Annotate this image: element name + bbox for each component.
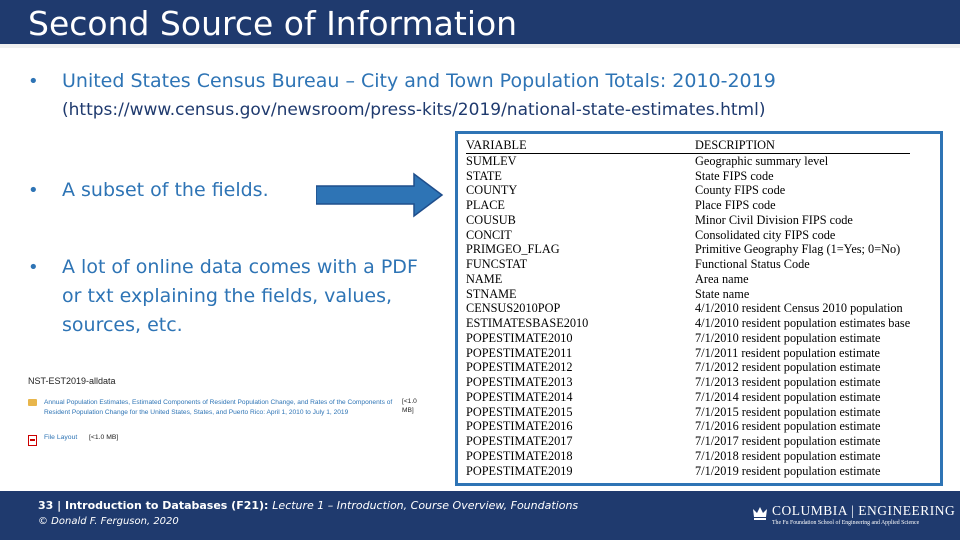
description-cell: State FIPS code xyxy=(695,168,774,183)
variable-cell: POPESTIMATE2015 xyxy=(466,404,573,419)
table-row: POPESTIMATE2018 7/1/2018 resident populat… xyxy=(466,449,910,464)
footer-course: 33 | Introduction to Databases (F21): Le… xyxy=(38,499,578,512)
bullet-pdf-txt: A lot of online data comes with a PDF or… xyxy=(62,256,418,336)
variable-cell: POPESTIMATE2016 xyxy=(466,419,573,434)
table-row: CENSUS2010POP 4/1/2010 resident Census 20… xyxy=(466,301,910,316)
variable-cell: POPESTIMATE2013 xyxy=(466,375,573,389)
table-row: POPESTIMATE2014 7/1/2014 resident populat… xyxy=(466,390,910,405)
variable-cell: POPESTIMATE2014 xyxy=(466,389,573,404)
slide-title: Second Source of Information xyxy=(28,4,518,43)
bullet-marker: • xyxy=(28,71,39,92)
file-layout-size: [<1.0 MB] xyxy=(89,434,119,441)
folder-icon xyxy=(28,399,37,406)
footer-copyright: © Donald F. Ferguson, 2020 xyxy=(38,516,179,527)
variable-cell: ESTIMATESBASE2010 xyxy=(466,316,589,330)
description-cell: 7/1/2019 resident population estimate xyxy=(695,463,881,478)
table-row: POPESTIMATE2013 7/1/2013 resident populat… xyxy=(466,375,910,390)
table-row: POPESTIMATE2016 7/1/2016 resident populat… xyxy=(466,419,910,434)
fields-table-box: VARIABLE DESCRIPTION SUMLEV Geographic su… xyxy=(455,131,943,486)
logo-name: COLUMBIA | ENGINEERING xyxy=(772,503,956,518)
variable-cell: POPESTIMATE2010 xyxy=(466,330,573,345)
variable-cell: PLACE xyxy=(466,198,505,212)
variable-cell: POPESTIMATE2012 xyxy=(466,360,573,375)
variable-cell: FUNCSTAT xyxy=(466,257,528,271)
description-cell: 7/1/2018 resident population estimate xyxy=(695,448,881,463)
table-body: SUMLEV Geographic summary level STATE State… xyxy=(466,153,910,478)
description-cell: 4/1/2010 resident Census 2010 population xyxy=(695,301,903,316)
table-row: COUNTY County FIPS code xyxy=(466,183,910,198)
description-cell: 7/1/2016 resident population estimate xyxy=(695,419,881,434)
title-bar: Second Source of Information xyxy=(0,0,960,48)
variable-cell: POPESTIMATE2018 xyxy=(466,448,573,463)
table-header-description: DESCRIPTION xyxy=(695,138,911,154)
description-cell: 7/1/2014 resident population estimate xyxy=(695,389,881,404)
dataset-listing: NST-EST2019-alldata Annual Population Es… xyxy=(26,376,426,456)
table-row: POPESTIMATE2015 7/1/2015 resident populat… xyxy=(466,405,910,420)
description-cell: 7/1/2013 resident population estimate xyxy=(695,375,881,389)
logo-subtitle: The Fu Foundation School of Engineering … xyxy=(772,520,920,526)
bullet-marker: • xyxy=(28,257,39,278)
description-cell: 7/1/2015 resident population estimate xyxy=(695,404,881,419)
table-row: CONCIT Consolidated city FIPS code xyxy=(466,228,910,243)
footer-lecture: Lecture 1 – Introduction, Course Overvie… xyxy=(272,499,579,512)
variable-cell: STNAME xyxy=(466,286,517,301)
description-cell: Consolidated city FIPS code xyxy=(695,227,836,242)
title-underline xyxy=(0,44,960,48)
description-cell: Area name xyxy=(695,271,749,286)
table-row: FUNCSTAT Functional Status Code xyxy=(466,257,910,272)
bullet-subset: A subset of the fields. xyxy=(62,179,269,201)
table-row: SUMLEV Geographic summary level xyxy=(466,153,910,168)
table-header-variable: VARIABLE xyxy=(466,138,695,154)
table-row: POPESTIMATE2010 7/1/2010 resident populat… xyxy=(466,331,910,346)
dataset-title: NST-EST2019-alldata xyxy=(28,376,116,386)
description-cell: County FIPS code xyxy=(695,183,786,198)
variable-cell: NAME xyxy=(466,271,503,286)
variable-cell: STATE xyxy=(466,168,502,183)
table-row: COUSUB Minor Civil Division FIPS code xyxy=(466,213,910,228)
columbia-engineering-logo: COLUMBIA | ENGINEERING The Fu Foundation… xyxy=(752,503,956,533)
description-cell: 7/1/2011 resident population estimate xyxy=(695,345,880,360)
variable-cell: COUSUB xyxy=(466,212,516,227)
table-row: NAME Area name xyxy=(466,272,910,287)
table-row: PRIMGEO_FLAG Primitive Geography Flag (1=… xyxy=(466,242,910,257)
table-row: ESTIMATESBASE2010 4/1/2010 resident popul… xyxy=(466,316,910,331)
variable-cell: POPESTIMATE2011 xyxy=(466,345,573,360)
footer-course-prefix: 33 | Introduction to Databases (F21): xyxy=(38,499,273,512)
fields-table: VARIABLE DESCRIPTION SUMLEV Geographic su… xyxy=(466,138,911,478)
crown-icon xyxy=(753,507,767,520)
description-cell: 7/1/2017 resident population estimate xyxy=(695,434,881,448)
table-row: POPESTIMATE2012 7/1/2012 resident populat… xyxy=(466,360,910,375)
right-arrow xyxy=(316,172,444,218)
dataset-file-link[interactable]: Annual Population Estimates, Estimated C… xyxy=(44,399,393,416)
variable-cell: POPESTIMATE2017 xyxy=(466,434,573,448)
file-layout-link[interactable]: File Layout xyxy=(44,434,78,441)
bullet-census: United States Census Bureau – City and T… xyxy=(62,70,776,92)
dataset-file-size: [<1.0 MB] xyxy=(402,398,417,414)
description-cell: 7/1/2010 resident population estimate xyxy=(695,330,881,345)
pdf-icon xyxy=(28,435,37,446)
table-row: POPESTIMATE2019 7/1/2019 resident populat… xyxy=(466,464,910,479)
variable-cell: SUMLEV xyxy=(466,153,517,168)
table-row: POPESTIMATE2011 7/1/2011 resident populat… xyxy=(466,346,910,361)
description-cell: Geographic summary level xyxy=(695,153,829,168)
variable-cell: CENSUS2010POP xyxy=(466,301,561,316)
variable-cell: CONCIT xyxy=(466,227,512,242)
description-cell: 4/1/2010 resident population estimates b… xyxy=(695,316,911,330)
bullet-marker: • xyxy=(28,180,39,201)
description-cell: Primitive Geography Flag (1=Yes; 0=No) xyxy=(695,242,901,257)
description-cell: Minor Civil Division FIPS code xyxy=(695,212,853,227)
variable-cell: PRIMGEO_FLAG xyxy=(466,242,560,257)
variable-cell: COUNTY xyxy=(466,183,518,198)
census-url[interactable]: (https://www.census.gov/newsroom/press-k… xyxy=(62,100,766,120)
table-row: POPESTIMATE2017 7/1/2017 resident populat… xyxy=(466,434,910,449)
description-cell: Functional Status Code xyxy=(695,257,810,271)
description-cell: 7/1/2012 resident population estimate xyxy=(695,360,881,375)
footer: 33 | Introduction to Databases (F21): Le… xyxy=(0,491,960,540)
table-row: PLACE Place FIPS code xyxy=(466,198,910,213)
description-cell: Place FIPS code xyxy=(695,198,776,212)
variable-cell: POPESTIMATE2019 xyxy=(466,463,573,478)
table-row: STNAME State name xyxy=(466,287,910,302)
table-row: STATE State FIPS code xyxy=(466,169,910,184)
description-cell: State name xyxy=(695,286,750,301)
